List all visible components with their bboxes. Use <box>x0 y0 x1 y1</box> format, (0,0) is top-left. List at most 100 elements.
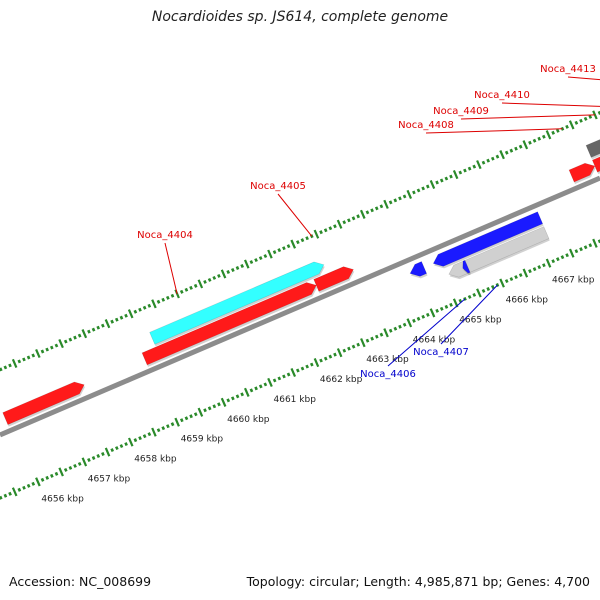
minor-tick <box>463 168 467 173</box>
minor-tick <box>254 258 258 263</box>
minor-tick <box>277 248 282 253</box>
gene-feature[interactable] <box>408 261 428 282</box>
minor-tick <box>110 319 114 324</box>
minor-tick <box>398 324 402 329</box>
major-tick <box>267 249 273 259</box>
minor-tick <box>509 148 514 153</box>
gene-label[interactable]: Noca_4405 <box>250 181 306 192</box>
minor-tick <box>119 444 124 449</box>
gene-arrow[interactable] <box>431 211 544 270</box>
minor-tick <box>119 315 124 320</box>
gene-feature[interactable] <box>431 211 544 272</box>
minor-tick <box>147 432 152 437</box>
minor-tick <box>22 485 26 490</box>
minor-tick <box>370 336 374 341</box>
minor-tick <box>398 196 402 201</box>
gene-features[interactable] <box>2 102 600 427</box>
minor-tick <box>509 277 514 281</box>
minor-tick <box>416 316 421 321</box>
minor-tick <box>342 348 347 353</box>
minor-tick <box>514 275 518 280</box>
minor-tick <box>425 184 430 189</box>
minor-tick <box>300 238 305 243</box>
minor-tick <box>351 216 356 221</box>
minor-tick <box>305 364 309 369</box>
gene-label[interactable]: Noca_4408 <box>398 120 454 131</box>
minor-tick <box>421 314 426 319</box>
major-tick <box>476 288 482 298</box>
gene-feature[interactable] <box>2 379 88 427</box>
gene-label[interactable]: Noca_4406 <box>360 369 416 380</box>
gene-label[interactable]: Noca_4407 <box>413 347 469 358</box>
minor-tick <box>45 475 50 480</box>
minor-tick <box>26 483 31 488</box>
minor-tick <box>286 372 291 377</box>
tick-row-reverse <box>0 238 600 500</box>
major-tick <box>220 397 227 407</box>
gene-feature[interactable] <box>313 264 357 294</box>
minor-tick <box>449 174 453 179</box>
major-tick <box>11 487 18 497</box>
gene-arrow[interactable] <box>313 264 356 292</box>
scale-tick-label: 4662 kbp <box>320 375 363 385</box>
gene-feature[interactable] <box>585 130 600 160</box>
gene-arrow[interactable] <box>585 130 600 158</box>
gene-feature[interactable] <box>446 226 550 283</box>
gene-feature[interactable] <box>149 259 328 347</box>
minor-tick <box>458 170 463 175</box>
minor-tick <box>374 206 379 211</box>
gene-arrow[interactable] <box>460 259 471 274</box>
minor-tick <box>87 457 91 463</box>
minor-tick <box>323 356 328 361</box>
gene-feature[interactable] <box>568 160 598 184</box>
gene-arrow[interactable] <box>568 160 597 183</box>
minor-tick <box>583 245 588 250</box>
minor-tick <box>542 263 546 268</box>
gene-label[interactable]: Noca_4410 <box>474 90 530 101</box>
minor-tick <box>73 335 77 340</box>
minor-tick <box>365 338 370 343</box>
major-tick <box>359 209 366 219</box>
minor-tick <box>421 186 425 191</box>
minor-tick <box>147 303 152 308</box>
major-tick <box>174 417 180 427</box>
gene-label[interactable]: Noca_4413 <box>540 64 596 75</box>
minor-tick <box>365 210 370 215</box>
major-tick <box>197 407 204 417</box>
gene-feature[interactable] <box>591 144 600 175</box>
gene-arrow[interactable] <box>141 279 319 366</box>
minor-tick <box>416 188 421 193</box>
minor-tick <box>458 298 463 303</box>
major-tick <box>35 477 41 487</box>
minor-tick <box>574 249 579 254</box>
minor-tick <box>351 344 356 349</box>
gene-arrow[interactable] <box>446 226 550 281</box>
gene-label[interactable]: Noca_4404 <box>137 230 193 241</box>
minor-tick <box>63 339 68 344</box>
gene-feature[interactable] <box>141 279 320 367</box>
gene-arrow[interactable] <box>591 144 600 173</box>
gene-labels[interactable]: Noca_4404 Noca_4405 Noca_4406 Noca_4407 Noca… <box>137 64 600 380</box>
gene-label[interactable]: Noca_4409 <box>433 106 489 117</box>
minor-tick <box>379 204 384 209</box>
scale-tick-label: 4666 kbp <box>506 296 549 306</box>
minor-tick <box>254 386 258 391</box>
minor-tick <box>328 226 333 231</box>
minor-tick <box>504 150 509 155</box>
label-leader-line <box>460 114 595 120</box>
gene-arrow[interactable] <box>408 261 428 280</box>
gene-arrow[interactable] <box>2 379 87 425</box>
gene-arrow[interactable] <box>149 259 327 345</box>
minor-tick <box>115 446 119 451</box>
major-tick <box>127 309 134 319</box>
scale-tick-label: 4656 kbp <box>41 494 84 504</box>
major-tick <box>406 318 413 328</box>
minor-tick <box>226 270 231 274</box>
gene-feature[interactable] <box>460 259 471 276</box>
minor-tick <box>184 287 189 292</box>
major-tick <box>568 120 575 130</box>
minor-tick <box>231 267 235 273</box>
minor-tick <box>412 190 416 195</box>
